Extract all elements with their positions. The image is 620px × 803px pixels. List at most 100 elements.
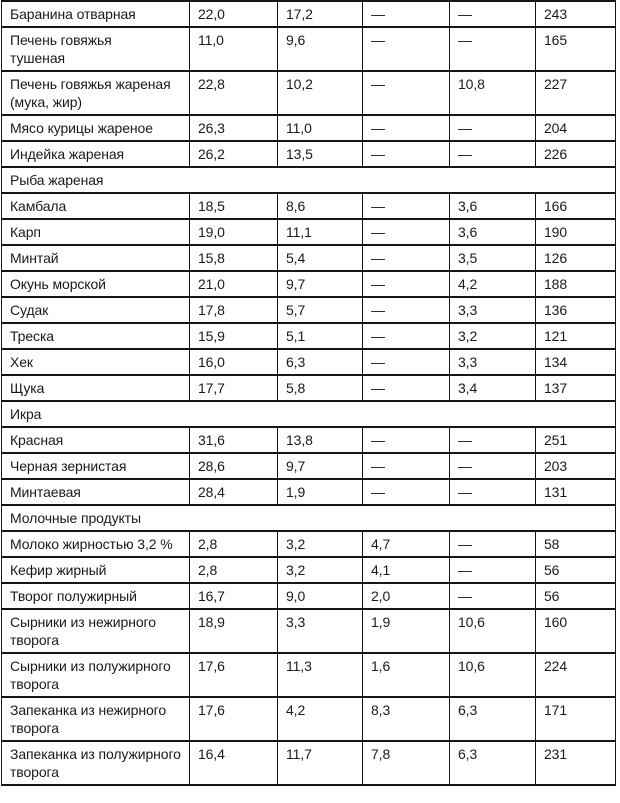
- value-cell: —: [362, 478, 450, 506]
- value-cell: 8,3: [362, 696, 450, 742]
- calories-cell: 204: [535, 114, 616, 142]
- nutrition-table-body: Баранина отварная 22,0 17,2— —243 Печень гов…: [1, 0, 616, 786]
- value-cell: —: [362, 114, 450, 142]
- food-name-cell: Треска: [1, 322, 190, 350]
- food-name-cell: Окунь морской: [1, 270, 190, 298]
- value-cell: 11,7: [277, 740, 363, 786]
- calories-cell: 171: [535, 696, 616, 742]
- calories-cell: 121: [535, 322, 616, 350]
- value-cell: —: [362, 374, 450, 402]
- value-cell: 15,9: [189, 322, 278, 350]
- food-name-cell: Красная: [1, 426, 190, 454]
- table-row: Печень говяжья тушеная 11,0 9,6— —165: [1, 26, 616, 72]
- calories-cell: 224: [535, 652, 616, 698]
- value-cell: 18,5: [189, 192, 278, 220]
- table-row: Минтаевая 28,4 1,9— —131: [1, 478, 616, 506]
- value-cell: 9,7: [277, 270, 363, 298]
- calories-cell: 165: [535, 26, 616, 72]
- food-name-cell: Печень говяжья жареная (мука, жир): [1, 70, 190, 116]
- value-cell: —: [449, 530, 536, 558]
- value-cell: —: [449, 478, 536, 506]
- table-row: Сырники из полужирного творога 17,6 11,3 1,…: [1, 652, 616, 698]
- food-name-cell: Мясо курицы жареное: [1, 114, 190, 142]
- table-row: Треска 15,9 5,1—3,2 121: [1, 322, 616, 350]
- value-cell: 4,1: [362, 556, 450, 584]
- value-cell: 26,2: [189, 140, 278, 168]
- value-cell: 4,7: [362, 530, 450, 558]
- table-row: Запеканка из нежирного творога 17,6 4,2 8,3…: [1, 696, 616, 742]
- value-cell: 17,6: [189, 696, 278, 742]
- calories-cell: 134: [535, 348, 616, 376]
- value-cell: —: [362, 322, 450, 350]
- value-cell: —: [449, 0, 536, 28]
- value-cell: 10,2: [277, 70, 363, 116]
- calories-cell: 243: [535, 0, 616, 28]
- table-row: Печень говяжья жареная (мука, жир) 22,8 10…: [1, 70, 616, 116]
- value-cell: 6,3: [449, 696, 536, 742]
- table-row: Молоко жирностью 3,2 % 2,8 3,2 4,7—58: [1, 530, 616, 558]
- value-cell: 5,4: [277, 244, 363, 272]
- section-header-cell: Икра: [1, 400, 616, 428]
- value-cell: 17,2: [277, 0, 363, 28]
- value-cell: 6,3: [449, 740, 536, 786]
- calories-cell: 137: [535, 374, 616, 402]
- value-cell: 16,0: [189, 348, 278, 376]
- value-cell: —: [362, 218, 450, 246]
- value-cell: —: [362, 0, 450, 28]
- value-cell: 6,3: [277, 348, 363, 376]
- food-name-cell: Сырники из нежирного творога: [1, 608, 190, 654]
- value-cell: —: [449, 26, 536, 72]
- value-cell: —: [362, 244, 450, 272]
- value-cell: 8,6: [277, 192, 363, 220]
- value-cell: 18,9: [189, 608, 278, 654]
- value-cell: 9,6: [277, 26, 363, 72]
- table-row: Творог полужирный 16,7 9,0 2,0—56: [1, 582, 616, 610]
- value-cell: 26,3: [189, 114, 278, 142]
- table-row: Кефир жирный 2,8 3,2 4,1—56: [1, 556, 616, 584]
- section-row: Молочные продукты: [1, 504, 616, 532]
- value-cell: 3,2: [277, 556, 363, 584]
- calories-cell: 251: [535, 426, 616, 454]
- value-cell: 4,2: [277, 696, 363, 742]
- value-cell: 1,6: [362, 652, 450, 698]
- value-cell: —: [362, 26, 450, 72]
- value-cell: 2,0: [362, 582, 450, 610]
- table-row: Мясо курицы жареное 26,3 11,0— —204: [1, 114, 616, 142]
- calories-cell: 126: [535, 244, 616, 272]
- food-name-cell: Запеканка из нежирного творога: [1, 696, 190, 742]
- calories-cell: 56: [535, 582, 616, 610]
- food-name-cell: Индейка жареная: [1, 140, 190, 168]
- value-cell: 13,5: [277, 140, 363, 168]
- value-cell: 3,3: [449, 296, 536, 324]
- value-cell: 3,6: [449, 192, 536, 220]
- value-cell: 11,3: [277, 652, 363, 698]
- value-cell: 3,3: [277, 608, 363, 654]
- value-cell: 16,4: [189, 740, 278, 786]
- value-cell: 22,0: [189, 0, 278, 28]
- value-cell: 3,3: [449, 348, 536, 376]
- value-cell: 4,2: [449, 270, 536, 298]
- value-cell: 1,9: [362, 608, 450, 654]
- value-cell: 3,2: [449, 322, 536, 350]
- calories-cell: 160: [535, 608, 616, 654]
- value-cell: —: [449, 114, 536, 142]
- table-row: Запеканка из полужирного творога 16,4 11,7…: [1, 740, 616, 786]
- value-cell: —: [362, 270, 450, 298]
- food-name-cell: Запеканка из полужирного творога: [1, 740, 190, 786]
- value-cell: —: [362, 452, 450, 480]
- calories-cell: 188: [535, 270, 616, 298]
- value-cell: 7,8: [362, 740, 450, 786]
- calories-cell: 56: [535, 556, 616, 584]
- table-row: Черная зернистая 28,6 9,7— —203: [1, 452, 616, 480]
- value-cell: —: [449, 452, 536, 480]
- value-cell: —: [362, 70, 450, 116]
- value-cell: 21,0: [189, 270, 278, 298]
- calories-cell: 131: [535, 478, 616, 506]
- value-cell: 16,7: [189, 582, 278, 610]
- food-name-cell: Печень говяжья тушеная: [1, 26, 190, 72]
- value-cell: —: [449, 426, 536, 454]
- value-cell: —: [362, 426, 450, 454]
- value-cell: —: [362, 192, 450, 220]
- value-cell: —: [449, 582, 536, 610]
- value-cell: 9,0: [277, 582, 363, 610]
